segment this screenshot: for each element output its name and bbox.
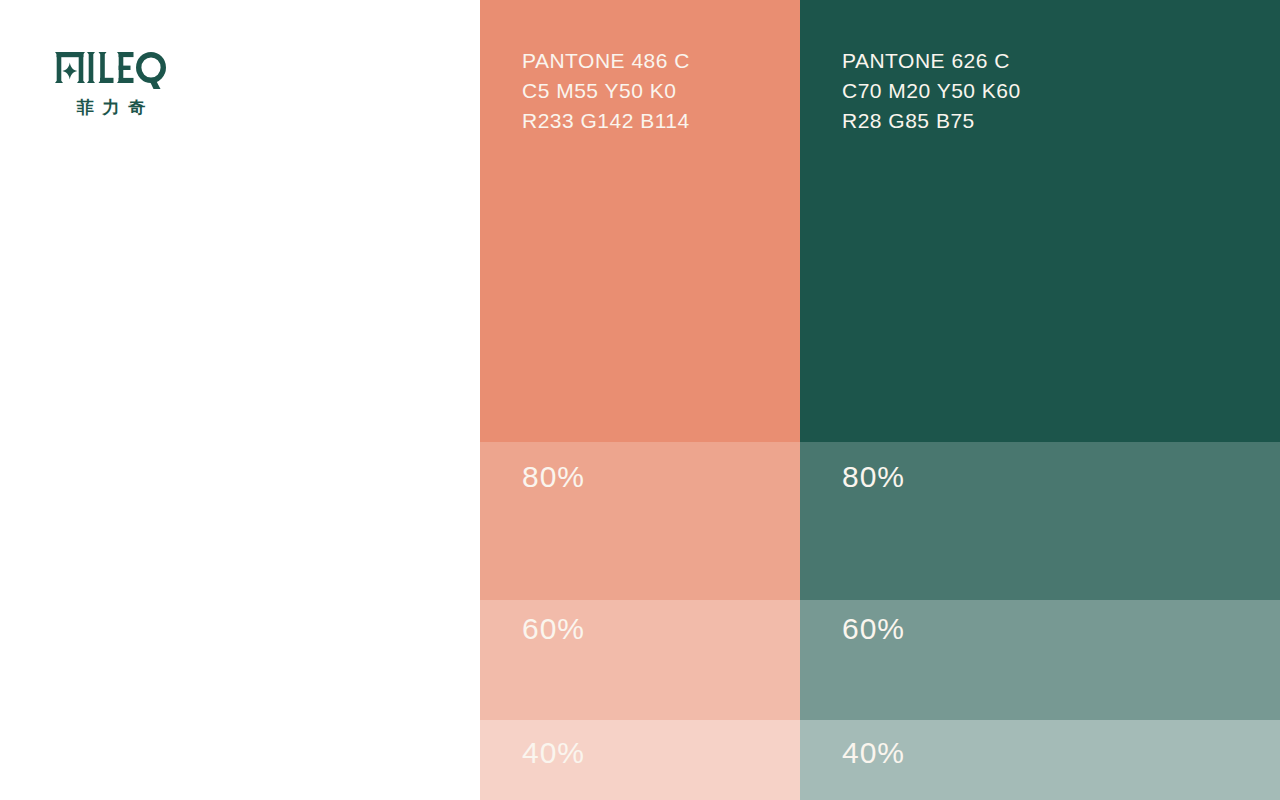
tint-label: 80% <box>522 460 585 493</box>
pantone-name: PANTONE 486 C <box>522 46 780 76</box>
color-swatch-main-626c: PANTONE 626 C C70 M20 Y50 K60 R28 G85 B7… <box>800 0 1280 442</box>
tint-band-40: 40% <box>480 720 800 800</box>
color-palette: PANTONE 486 C C5 M55 Y50 K0 R233 G142 B1… <box>480 0 1280 800</box>
pantone-name: PANTONE 626 C <box>842 46 1260 76</box>
diamond-star-icon <box>62 63 77 80</box>
brand-guideline-page: 菲力奇 PANTONE 486 C C5 M55 Y50 K0 R233 G14… <box>0 0 1280 800</box>
tint-band-60: 60% <box>480 600 800 720</box>
tint-label: 60% <box>522 612 585 645</box>
swatch-column-pantone-626c: PANTONE 626 C C70 M20 Y50 K60 R28 G85 B7… <box>800 0 1280 800</box>
tint-band-80: 80% <box>480 442 800 600</box>
tint-label: 40% <box>842 736 905 769</box>
rgb-value: R28 G85 B75 <box>842 106 1260 136</box>
brand-logo: 菲力奇 <box>55 52 167 119</box>
logo-chinese-name: 菲力奇 <box>55 96 176 119</box>
tint-band-60: 60% <box>800 600 1280 720</box>
tint-band-80: 80% <box>800 442 1280 600</box>
cmyk-value: C70 M20 Y50 K60 <box>842 76 1260 106</box>
cmyk-value: C5 M55 Y50 K0 <box>522 76 780 106</box>
swatch-column-pantone-486c: PANTONE 486 C C5 M55 Y50 K0 R233 G142 B1… <box>480 0 800 800</box>
tint-label: 80% <box>842 460 905 493</box>
tint-band-40: 40% <box>800 720 1280 800</box>
tint-label: 60% <box>842 612 905 645</box>
tint-label: 40% <box>522 736 585 769</box>
logo-panel: 菲力奇 <box>0 0 480 800</box>
logo-letter-i <box>87 52 95 83</box>
color-swatch-main-486c: PANTONE 486 C C5 M55 Y50 K0 R233 G142 B1… <box>480 0 800 442</box>
fileq-logotype <box>55 52 167 90</box>
rgb-value: R233 G142 B114 <box>522 106 780 136</box>
